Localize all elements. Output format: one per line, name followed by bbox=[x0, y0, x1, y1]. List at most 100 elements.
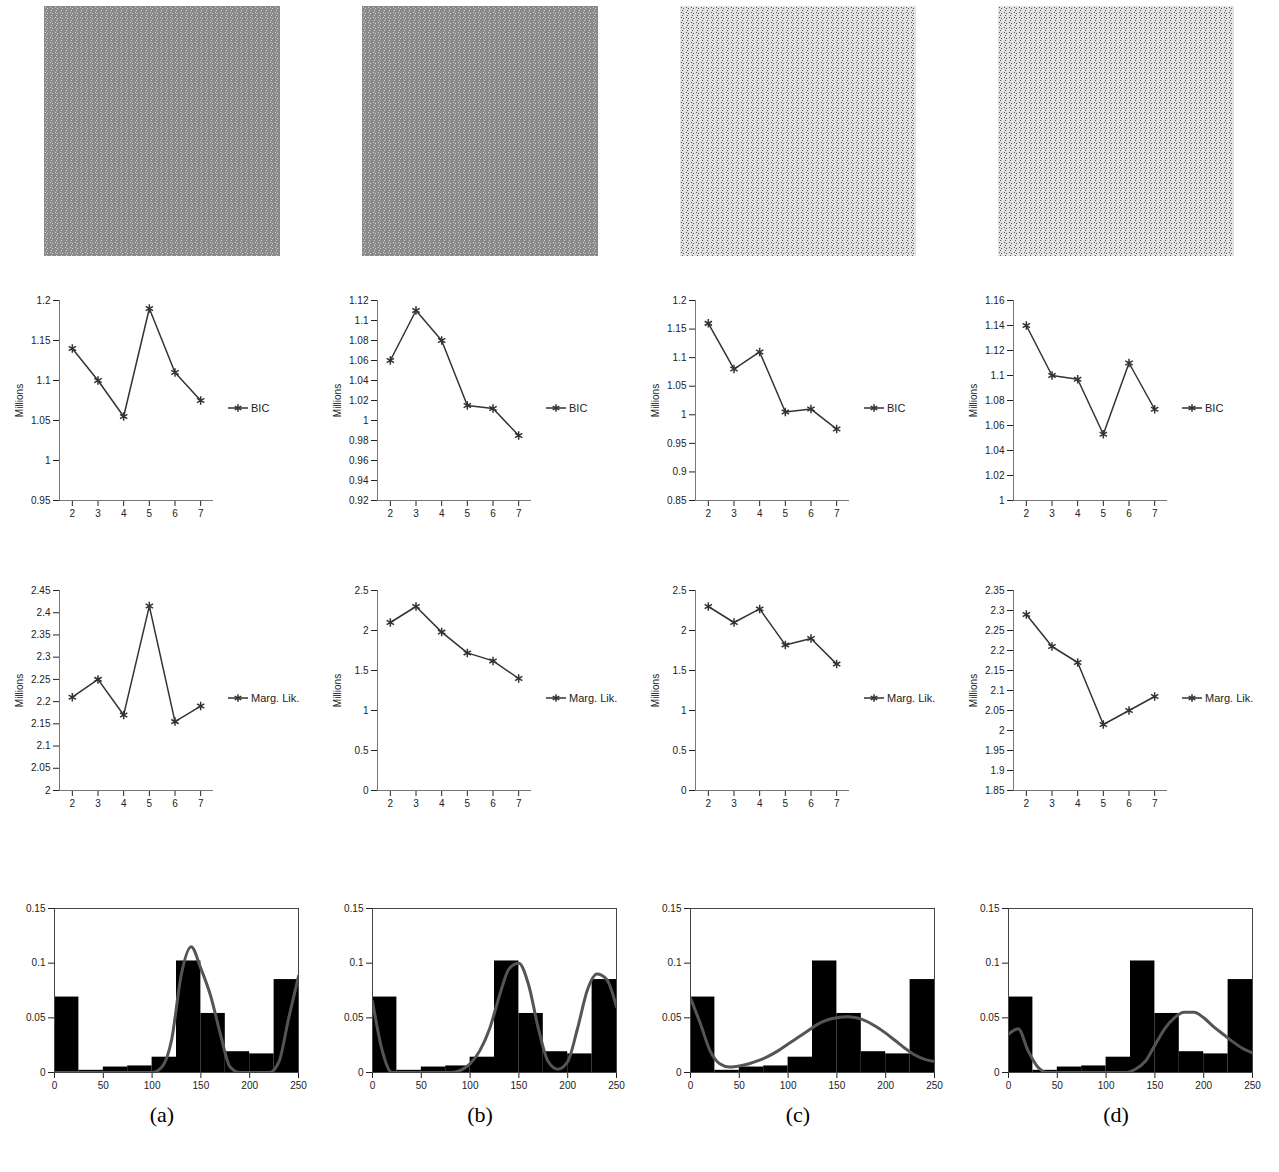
svg-text:7: 7 bbox=[198, 508, 204, 519]
svg-text:2.05: 2.05 bbox=[31, 762, 51, 773]
svg-text:200: 200 bbox=[559, 1080, 576, 1091]
svg-text:1.02: 1.02 bbox=[985, 470, 1005, 481]
svg-text:2.25: 2.25 bbox=[985, 625, 1005, 636]
svg-text:5: 5 bbox=[147, 508, 153, 519]
svg-text:2: 2 bbox=[1024, 798, 1030, 809]
svg-text:5: 5 bbox=[783, 508, 789, 519]
svg-text:0: 0 bbox=[358, 1067, 364, 1078]
svg-text:1.04: 1.04 bbox=[985, 445, 1005, 456]
svg-text:1.08: 1.08 bbox=[349, 335, 369, 346]
svg-text:2.35: 2.35 bbox=[985, 585, 1005, 596]
svg-text:1.85: 1.85 bbox=[985, 785, 1005, 796]
svg-text:6: 6 bbox=[172, 798, 178, 809]
svg-text:150: 150 bbox=[193, 1080, 210, 1091]
svg-text:2.2: 2.2 bbox=[37, 696, 51, 707]
svg-text:7: 7 bbox=[198, 798, 204, 809]
svg-text:0.05: 0.05 bbox=[980, 1012, 1000, 1023]
svg-text:0.5: 0.5 bbox=[673, 745, 687, 756]
svg-text:4: 4 bbox=[1075, 508, 1081, 519]
svg-text:2.15: 2.15 bbox=[985, 665, 1005, 676]
svg-text:0: 0 bbox=[363, 785, 369, 796]
svg-text:100: 100 bbox=[462, 1080, 479, 1091]
svg-text:1.05: 1.05 bbox=[667, 380, 687, 391]
svg-text:3: 3 bbox=[731, 798, 737, 809]
svg-text:0.15: 0.15 bbox=[662, 903, 682, 914]
svg-text:1.14: 1.14 bbox=[985, 320, 1005, 331]
svg-text:250: 250 bbox=[1244, 1080, 1261, 1091]
svg-text:0: 0 bbox=[994, 1067, 1000, 1078]
svg-text:1: 1 bbox=[45, 455, 51, 466]
svg-text:Millions: Millions bbox=[968, 674, 979, 707]
svg-text:Millions: Millions bbox=[650, 674, 661, 707]
svg-text:0.9: 0.9 bbox=[673, 466, 687, 477]
svg-text:7: 7 bbox=[516, 798, 522, 809]
svg-text:0.85: 0.85 bbox=[667, 495, 687, 506]
svg-text:1.06: 1.06 bbox=[349, 355, 369, 366]
svg-text:2.15: 2.15 bbox=[31, 718, 51, 729]
svg-text:3: 3 bbox=[1049, 798, 1055, 809]
svg-text:0.1: 0.1 bbox=[350, 957, 364, 968]
svg-text:100: 100 bbox=[1098, 1080, 1115, 1091]
svg-text:0.15: 0.15 bbox=[980, 903, 1000, 914]
svg-text:6: 6 bbox=[1126, 798, 1132, 809]
svg-text:0.92: 0.92 bbox=[349, 495, 369, 506]
svg-text:150: 150 bbox=[511, 1080, 528, 1091]
svg-text:4: 4 bbox=[439, 798, 445, 809]
svg-text:1: 1 bbox=[681, 705, 687, 716]
svg-text:2.3: 2.3 bbox=[991, 605, 1005, 616]
svg-text:0: 0 bbox=[40, 1067, 46, 1078]
svg-text:3: 3 bbox=[1049, 508, 1055, 519]
svg-text:0: 0 bbox=[688, 1080, 694, 1091]
svg-text:4: 4 bbox=[757, 508, 763, 519]
svg-text:50: 50 bbox=[98, 1080, 110, 1091]
svg-text:6: 6 bbox=[808, 508, 814, 519]
svg-text:1.04: 1.04 bbox=[349, 375, 369, 386]
svg-text:4: 4 bbox=[757, 798, 763, 809]
svg-text:250: 250 bbox=[926, 1080, 943, 1091]
svg-text:Millions: Millions bbox=[332, 674, 343, 707]
svg-text:7: 7 bbox=[1152, 508, 1158, 519]
svg-text:0.05: 0.05 bbox=[662, 1012, 682, 1023]
svg-text:2: 2 bbox=[388, 798, 394, 809]
svg-text:1.1: 1.1 bbox=[991, 370, 1005, 381]
svg-text:1.1: 1.1 bbox=[673, 352, 687, 363]
svg-text:0: 0 bbox=[370, 1080, 376, 1091]
svg-text:1.12: 1.12 bbox=[349, 295, 369, 306]
svg-text:2: 2 bbox=[363, 625, 369, 636]
svg-text:3: 3 bbox=[95, 508, 101, 519]
svg-text:0.1: 0.1 bbox=[668, 957, 682, 968]
svg-text:50: 50 bbox=[1052, 1080, 1064, 1091]
svg-text:3: 3 bbox=[413, 798, 419, 809]
svg-text:2.1: 2.1 bbox=[991, 685, 1005, 696]
svg-text:200: 200 bbox=[877, 1080, 894, 1091]
svg-text:1: 1 bbox=[363, 705, 369, 716]
svg-text:0.95: 0.95 bbox=[31, 495, 51, 506]
svg-text:200: 200 bbox=[241, 1080, 258, 1091]
svg-text:1.9: 1.9 bbox=[991, 765, 1005, 776]
svg-text:3: 3 bbox=[413, 508, 419, 519]
svg-text:0.15: 0.15 bbox=[26, 903, 46, 914]
svg-text:Millions: Millions bbox=[968, 384, 979, 417]
svg-text:2: 2 bbox=[70, 508, 76, 519]
svg-text:2: 2 bbox=[706, 508, 712, 519]
svg-text:1.2: 1.2 bbox=[37, 295, 51, 306]
svg-text:1: 1 bbox=[999, 495, 1005, 506]
svg-text:1.12: 1.12 bbox=[985, 345, 1005, 356]
svg-text:0.94: 0.94 bbox=[349, 475, 369, 486]
svg-text:2.4: 2.4 bbox=[37, 607, 51, 618]
svg-text:1.15: 1.15 bbox=[667, 323, 687, 334]
svg-text:250: 250 bbox=[290, 1080, 307, 1091]
svg-text:1: 1 bbox=[363, 415, 369, 426]
svg-text:2.5: 2.5 bbox=[673, 585, 687, 596]
svg-text:0.95: 0.95 bbox=[667, 438, 687, 449]
svg-text:Millions: Millions bbox=[332, 384, 343, 417]
svg-text:1.95: 1.95 bbox=[985, 745, 1005, 756]
svg-text:2: 2 bbox=[706, 798, 712, 809]
svg-text:4: 4 bbox=[121, 508, 127, 519]
svg-text:100: 100 bbox=[144, 1080, 161, 1091]
svg-text:5: 5 bbox=[465, 508, 471, 519]
svg-text:100: 100 bbox=[780, 1080, 797, 1091]
svg-text:2: 2 bbox=[681, 625, 687, 636]
svg-text:4: 4 bbox=[439, 508, 445, 519]
svg-text:2: 2 bbox=[999, 725, 1005, 736]
